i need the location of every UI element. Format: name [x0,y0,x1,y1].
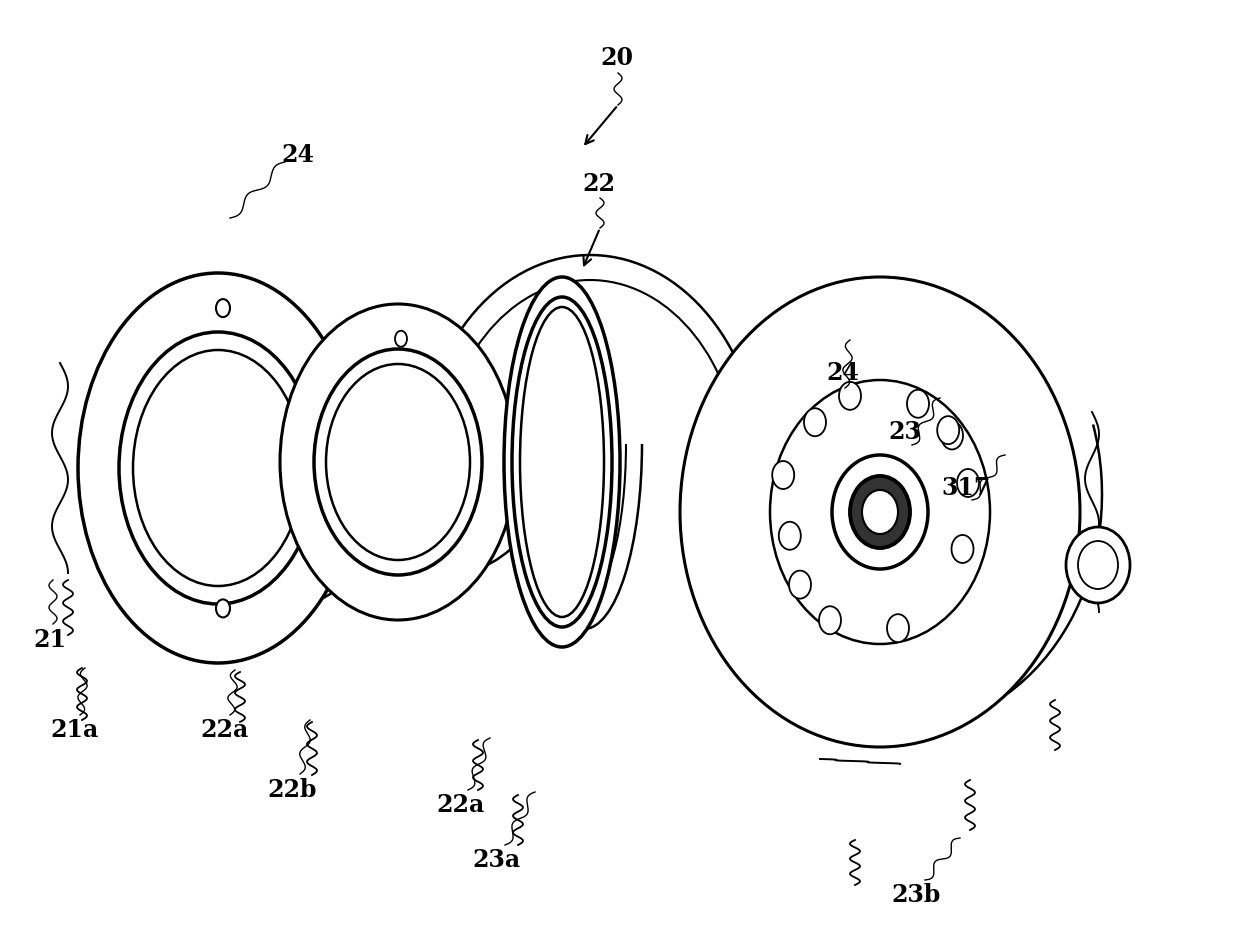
Ellipse shape [832,455,928,569]
Text: 22a: 22a [201,718,249,742]
Text: 23: 23 [889,420,921,444]
Ellipse shape [789,570,811,598]
Text: 20: 20 [600,46,634,70]
Text: 23a: 23a [472,848,520,872]
Ellipse shape [818,607,841,634]
Ellipse shape [941,421,963,449]
Ellipse shape [119,332,317,604]
Ellipse shape [78,273,358,663]
Text: 22a: 22a [436,793,484,817]
Ellipse shape [770,380,990,644]
Ellipse shape [680,277,1080,747]
Ellipse shape [1078,541,1118,589]
Text: 22b: 22b [268,778,316,802]
Text: 22: 22 [583,172,615,196]
Ellipse shape [216,599,229,618]
Ellipse shape [937,416,960,444]
Ellipse shape [133,350,303,586]
Ellipse shape [280,304,516,620]
Ellipse shape [862,490,898,534]
Ellipse shape [957,469,980,497]
Ellipse shape [503,277,620,647]
Ellipse shape [773,461,794,489]
Ellipse shape [951,535,973,563]
Ellipse shape [396,331,407,346]
Ellipse shape [216,299,229,317]
Text: 23b: 23b [892,883,941,907]
Ellipse shape [779,521,801,550]
Ellipse shape [520,307,604,617]
Ellipse shape [887,614,909,642]
Ellipse shape [314,349,482,575]
Ellipse shape [839,382,861,410]
Text: 317: 317 [941,476,991,500]
Text: 21a: 21a [51,718,99,742]
Text: 21: 21 [33,628,67,652]
Ellipse shape [849,476,910,548]
Ellipse shape [512,297,613,627]
Ellipse shape [906,390,929,418]
Ellipse shape [1066,527,1130,603]
Ellipse shape [804,408,826,436]
Text: 24: 24 [281,143,315,167]
Text: 24: 24 [827,361,859,385]
Ellipse shape [326,364,470,560]
